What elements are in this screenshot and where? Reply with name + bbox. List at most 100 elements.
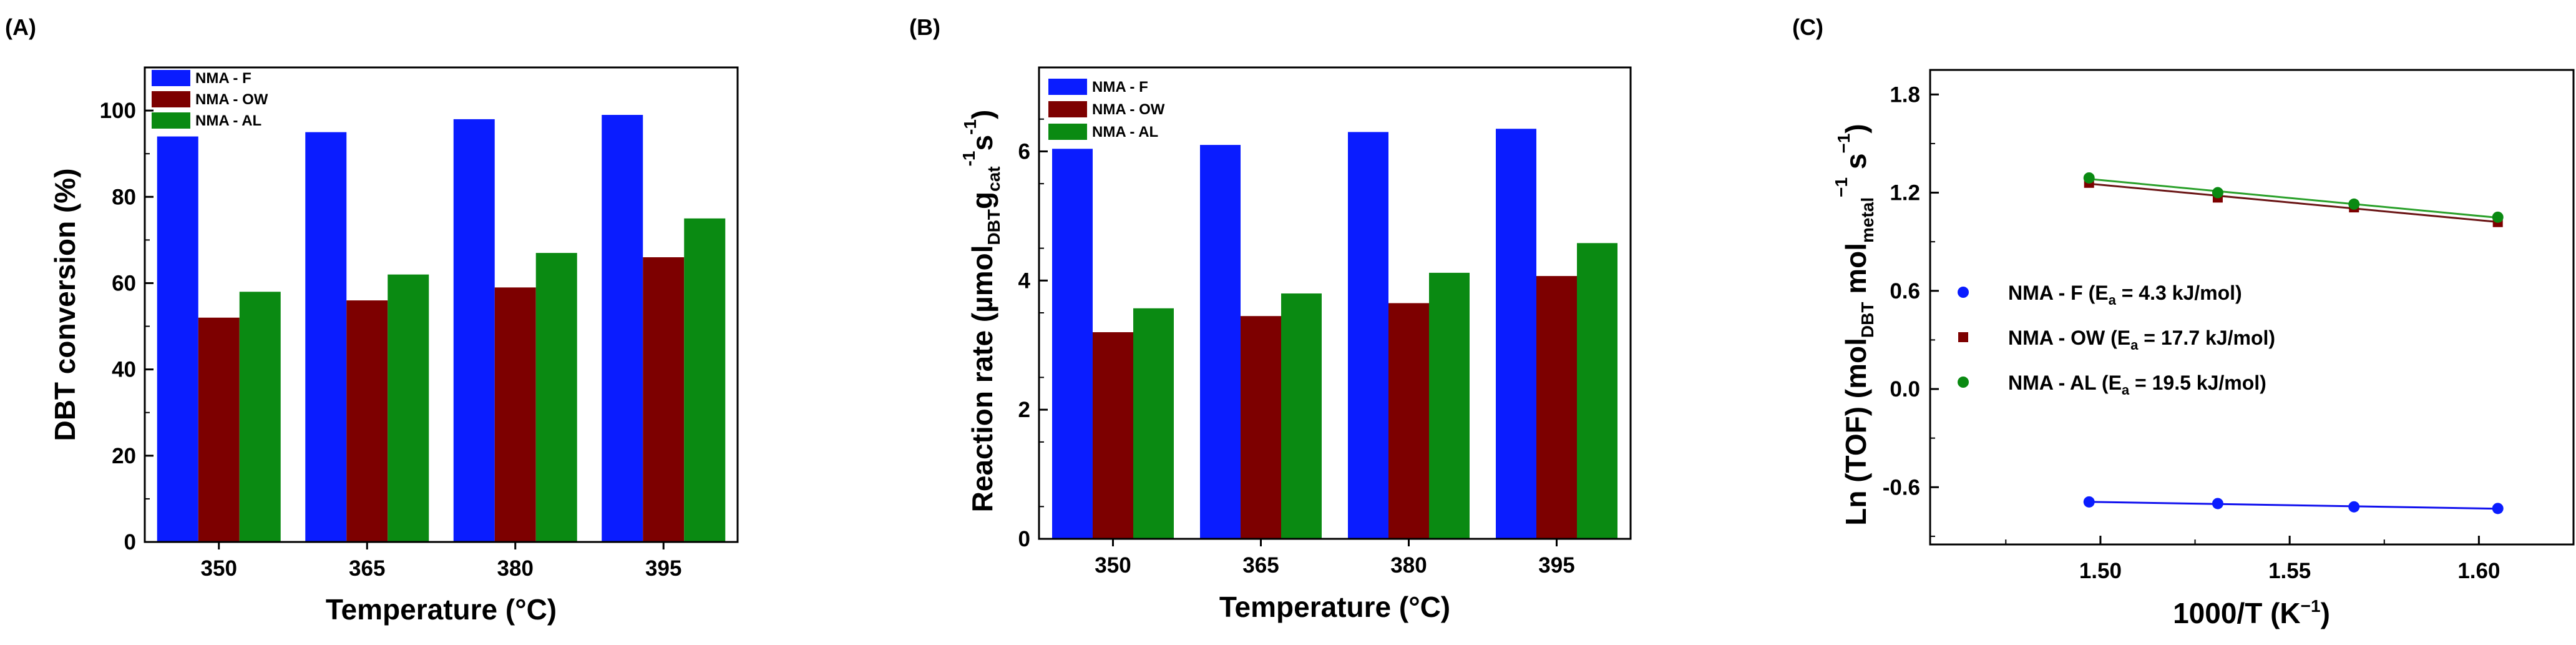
a-legend-label-al: NMA - AL [195,112,261,129]
c-legend-label-sub: a [2122,382,2130,398]
panel-c: (C) NMA - F (Ea = 4.3 kJ/mol)NMA - OW (E… [1792,14,2575,629]
b-legend-label-f: NMA - F [1092,79,1148,96]
panel-a: (A) NMA - F NMA - OW NMA - AL 0 20 40 60 80 100… [5,14,739,626]
b-legend-label-ow: NMA - OW [1092,101,1165,118]
b-bar-al-350 [1133,308,1174,539]
b-bar-al-380 [1429,272,1470,539]
a-ytick-label: 100 [100,99,136,123]
panel-a-y-axis-title: DBT conversion (%) [49,168,81,441]
a-bar-al-350 [239,292,281,542]
b-legend-label-al: NMA - AL [1092,124,1158,140]
panel-b-legend: NMA - F NMA - OW NMA - AL [1048,79,1165,140]
a-legend-swatch-f [152,70,190,86]
a-bar-ow-350 [198,317,240,542]
a-xtick-label: 395 [645,556,681,581]
a-bar-f-380 [453,119,495,543]
panel-c-label: (C) [1792,14,1823,40]
b-bar-ow-365 [1241,316,1281,539]
panel-a-legend: NMA - F NMA - OW NMA - AL [152,70,268,129]
a-bar-ow-365 [346,300,388,542]
panel-c-xlabel-sup: −1 [2301,596,2321,616]
panel-a-plot-area [157,115,726,543]
b-xtick-label: 365 [1242,553,1279,578]
c-point-al [2348,198,2360,210]
b-bar-f-365 [1200,145,1241,539]
c-xtick-label: 1.55 [2268,559,2311,583]
a-legend-swatch-al [152,112,190,129]
panel-a-frame [144,66,739,543]
c-legend-label-sub: a [2130,337,2139,353]
b-bar-ow-395 [1536,276,1577,539]
panel-c-ylabel-c: s [1840,154,1872,177]
c-legend-label-sub: a [2109,292,2117,308]
panel-c-xlabel-close: ) [2321,597,2330,629]
a-bar-ow-380 [494,287,536,542]
a-ytick-label: 20 [112,444,136,468]
c-legend-label-post: = 4.3 kJ/mol) [2116,282,2242,304]
panel-a-label: (A) [5,14,36,40]
c-point-al [2083,172,2095,184]
b-bar-al-395 [1577,243,1617,539]
panel-c-frame [1929,69,2575,546]
a-ytick-label: 40 [112,358,136,382]
panel-c-x-axis-title: 1000/T (K−1) [2173,596,2330,629]
a-xtick-label: 380 [497,556,534,581]
b-ytick-label: 4 [1018,268,1031,293]
b-xtick-label: 380 [1390,553,1427,578]
b-xtick-label: 395 [1538,553,1574,578]
panel-b-plot-area [1052,129,1617,539]
panel-b-y-ticks: 0 2 4 6 [1018,118,1048,551]
panel-c-ylabel-d: ) [1840,124,1872,133]
panel-b-ylabel-sub-cat: cat [984,166,1003,191]
c-legend-label-post: = 17.7 kJ/mol) [2138,327,2275,349]
panel-b-x-axis-title: Temperature (°C) [1219,591,1450,623]
c-fit-line-ow [2089,182,2498,223]
a-bar-al-380 [535,253,577,542]
panel-b-y-axis-title: Reaction rate (µmolDBTgcat -1s-1) [959,110,1003,513]
panel-c-legend: NMA - F (Ea = 4.3 kJ/mol)NMA - OW (Ea = … [1958,282,2275,398]
a-bar-al-365 [388,274,429,542]
b-bar-f-380 [1348,132,1388,539]
panel-b-ylabel-close: ) [966,110,998,119]
panel-c-ylabel-sup-1: −1 [1832,177,1851,197]
a-ytick-label: 0 [124,530,136,554]
b-legend-swatch-al [1048,124,1087,140]
panel-b-label: (B) [909,14,940,40]
panel-b-ylabel-main: Reaction rate (µmol [966,245,998,513]
c-legend-label-f: NMA - F (Ea = 4.3 kJ/mol) [2008,282,2242,308]
c-legend-label-al: NMA - AL (Ea = 19.5 kJ/mol) [2008,372,2266,398]
c-xtick-label: 1.50 [2079,559,2122,583]
c-xtick-label: 1.60 [2457,559,2500,583]
panel-b-x-ticks: 350 365 380 395 [1095,539,1575,578]
b-legend-swatch-ow [1048,101,1087,117]
panel-c-ylabel-b: mol [1840,243,1872,302]
c-legend-label-pre: NMA - F (E [2008,282,2109,304]
panel-c-x-ticks: 1.50 1.55 1.60 [2005,536,2500,583]
b-ytick-label: 2 [1018,398,1030,422]
b-bar-ow-380 [1388,303,1429,539]
b-ytick-label: 6 [1018,139,1030,164]
panel-c-plot-area [2083,172,2504,515]
panel-b-ylabel-sup-1: -1 [959,150,978,166]
b-bar-al-365 [1281,293,1322,539]
c-point-f [2212,498,2223,510]
b-xtick-label: 350 [1095,553,1131,578]
c-legend-label-pre: NMA - OW (E [2008,327,2130,349]
a-bar-f-350 [157,136,198,542]
a-bar-f-365 [305,132,347,543]
c-ytick-label: 0.6 [1890,279,1920,303]
a-legend-label-f: NMA - F [195,70,251,87]
panel-b-ylabel-g: g [966,192,998,209]
b-ytick-label: 0 [1018,527,1030,551]
c-legend-label-pre: NMA - AL (E [2008,372,2122,394]
panel-b-ylabel-sub-dbt: DBT [984,209,1003,245]
panel-c-xlabel-main: 1000/T (K [2173,597,2301,629]
b-bar-f-350 [1052,149,1093,539]
a-bar-ow-395 [643,257,685,542]
b-legend-swatch-f [1048,79,1087,95]
b-bar-f-395 [1496,129,1536,539]
a-xtick-label: 365 [349,556,385,581]
a-ytick-label: 80 [112,185,136,209]
